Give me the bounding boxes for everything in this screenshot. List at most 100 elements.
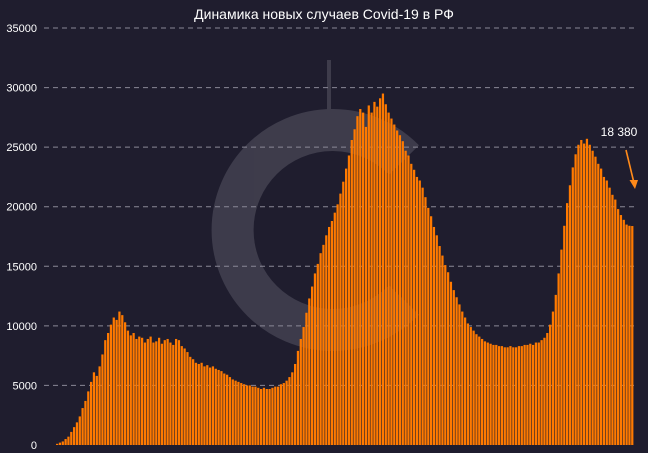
bar xyxy=(430,216,433,445)
bar xyxy=(158,337,161,445)
bar xyxy=(546,333,549,445)
bar xyxy=(339,193,342,445)
bar xyxy=(435,235,438,445)
bar xyxy=(121,315,124,445)
bar xyxy=(438,246,441,445)
bar xyxy=(452,290,455,445)
bar-series xyxy=(56,93,634,446)
bar xyxy=(597,163,600,445)
bar xyxy=(367,105,370,445)
bar xyxy=(350,139,353,446)
bar xyxy=(299,338,302,445)
y-tick-label: 35000 xyxy=(6,23,37,35)
bar xyxy=(591,150,594,445)
bar xyxy=(186,352,189,445)
bar xyxy=(529,343,532,445)
bar xyxy=(223,373,226,445)
bar xyxy=(577,144,580,445)
bar xyxy=(631,226,634,445)
bar xyxy=(73,427,76,445)
bar xyxy=(444,265,447,445)
bar xyxy=(143,342,147,445)
bar xyxy=(64,439,67,445)
bar xyxy=(500,346,504,445)
bar xyxy=(308,298,311,445)
bar xyxy=(132,333,135,445)
y-tick-label: 10000 xyxy=(6,321,37,333)
bar xyxy=(325,235,328,445)
bar xyxy=(231,379,234,445)
bar xyxy=(517,346,521,445)
bar xyxy=(515,347,518,445)
bar xyxy=(175,338,178,445)
bar xyxy=(254,386,257,445)
bar xyxy=(330,221,334,445)
bar xyxy=(237,381,240,445)
bar xyxy=(192,359,195,445)
bar xyxy=(370,112,373,445)
bar xyxy=(563,225,566,445)
bar xyxy=(217,369,220,445)
bar xyxy=(353,129,356,445)
bar xyxy=(118,311,121,445)
bar xyxy=(580,139,583,446)
bar xyxy=(285,380,288,445)
bar xyxy=(194,362,198,445)
bar xyxy=(75,422,79,445)
bar xyxy=(305,312,308,445)
bar xyxy=(373,101,376,446)
bar xyxy=(393,124,396,445)
bar xyxy=(302,327,305,445)
bar xyxy=(469,327,472,445)
bar xyxy=(336,204,339,445)
bar xyxy=(333,212,336,445)
bar xyxy=(260,389,263,445)
bar xyxy=(265,389,268,445)
bar xyxy=(381,93,385,445)
bar xyxy=(379,98,382,445)
bar xyxy=(410,163,413,445)
bar xyxy=(240,383,243,445)
bar xyxy=(115,319,118,445)
bar xyxy=(362,112,365,445)
bar xyxy=(526,344,529,445)
y-tick-label: 15000 xyxy=(6,261,37,273)
bar xyxy=(311,286,314,445)
bar xyxy=(169,342,172,445)
bar xyxy=(622,219,625,445)
bar xyxy=(243,384,246,445)
bar xyxy=(197,363,200,445)
bar xyxy=(138,336,141,445)
bar xyxy=(523,344,526,445)
bar xyxy=(274,386,277,445)
last-value-annotation: 18 380 xyxy=(601,125,638,189)
bar xyxy=(534,342,538,445)
bar xyxy=(95,375,98,445)
bar xyxy=(359,109,362,446)
bar xyxy=(220,371,223,445)
y-tick-label: 25000 xyxy=(6,142,37,154)
bar xyxy=(568,185,572,445)
y-tick-label: 20000 xyxy=(6,202,37,214)
bar xyxy=(418,180,421,445)
bar xyxy=(458,304,461,445)
bar xyxy=(189,356,192,445)
bar xyxy=(472,330,475,445)
bar xyxy=(619,215,623,445)
bar xyxy=(141,337,144,445)
bar xyxy=(390,118,393,446)
bar xyxy=(282,383,285,445)
bar xyxy=(585,138,589,446)
bar xyxy=(466,323,470,445)
bar xyxy=(104,340,107,445)
bar xyxy=(209,367,212,445)
bar xyxy=(424,197,427,445)
bar xyxy=(177,340,181,445)
bar xyxy=(328,226,331,445)
bar xyxy=(90,381,93,445)
bar xyxy=(551,311,555,445)
bar xyxy=(78,416,81,445)
bar xyxy=(478,336,481,445)
bar xyxy=(498,346,501,445)
